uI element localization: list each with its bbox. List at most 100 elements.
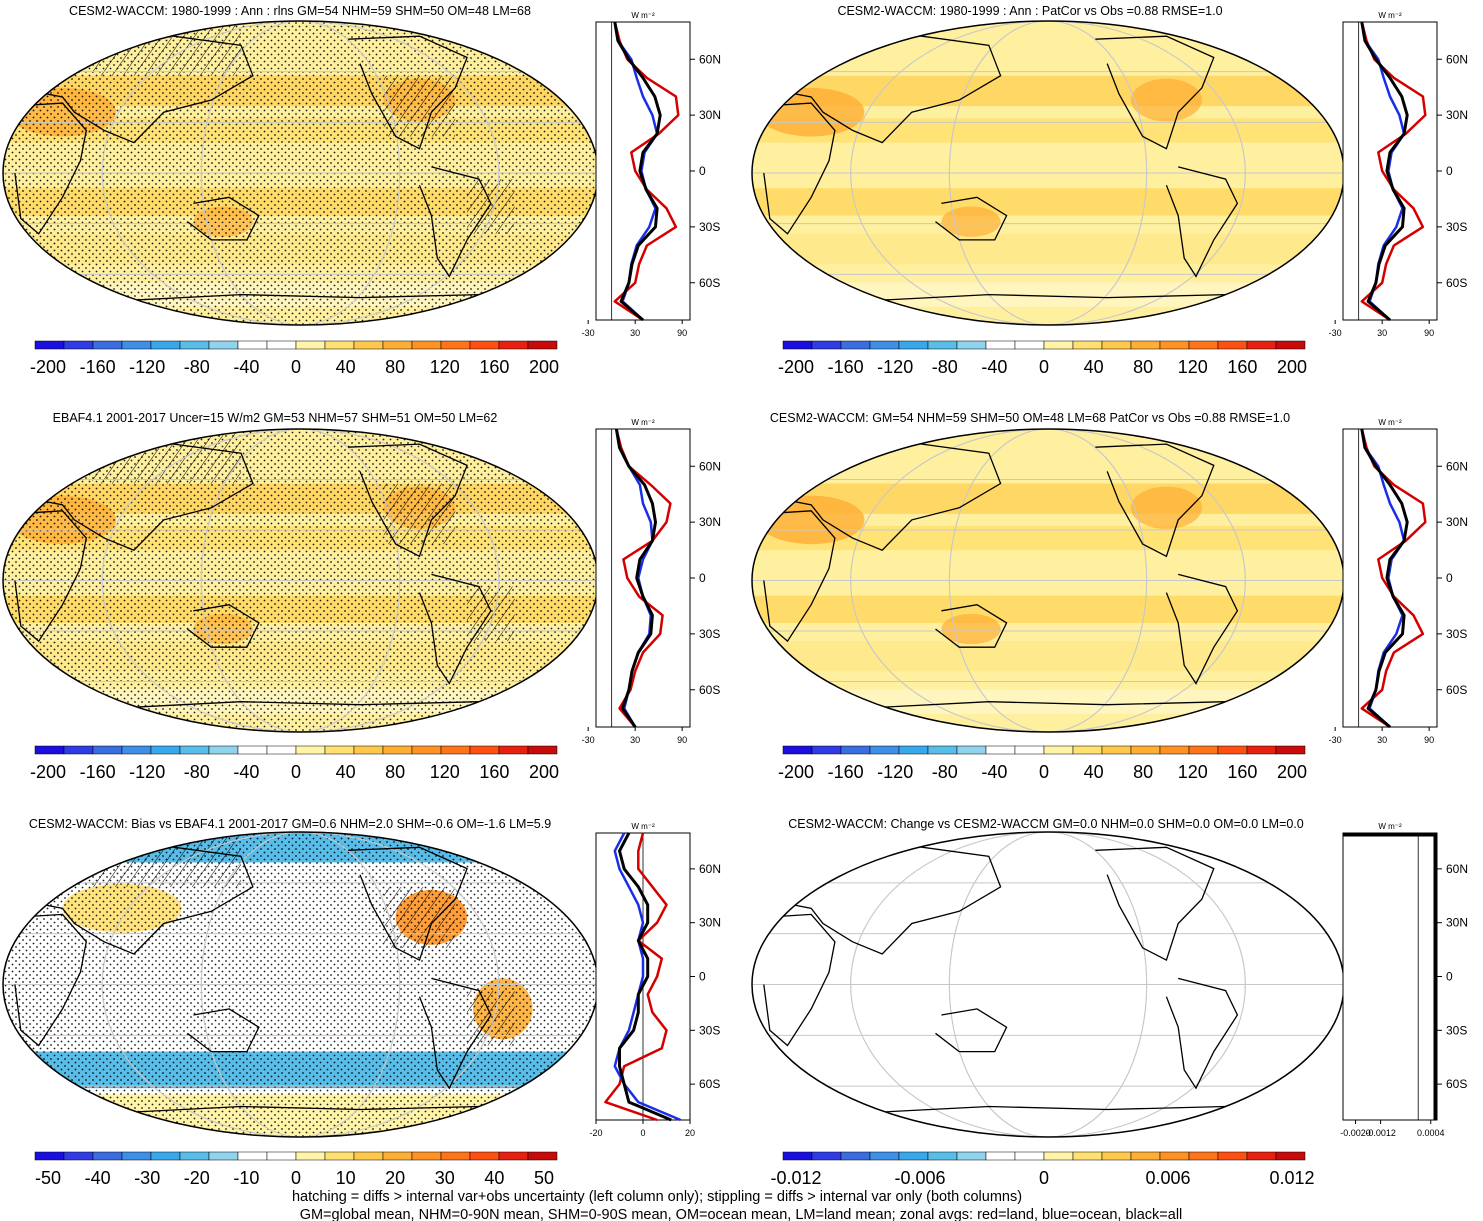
map-field bbox=[3, 429, 598, 732]
colorbar-swatch bbox=[92, 745, 123, 755]
panel-title: CESM2-WACCM: Change vs CESM2-WACCM GM=0.… bbox=[788, 817, 1304, 831]
profile-lat-label: 60S bbox=[699, 276, 720, 290]
profile-lat-label: 60N bbox=[1446, 459, 1468, 473]
eurasia-outline bbox=[14, 32, 254, 144]
colorbar-tick-label: 40 bbox=[484, 1168, 504, 1188]
graticule-meridian bbox=[948, 832, 1148, 1137]
colorbar-swatch bbox=[1217, 1151, 1248, 1161]
hatching-overlay bbox=[383, 483, 456, 545]
colorbar-tick-label: 20 bbox=[385, 1168, 405, 1188]
colorbar-swatch bbox=[1246, 1151, 1277, 1161]
north-america-outline bbox=[1095, 35, 1215, 150]
panel-title: CESM2-WACCM: 1980-1999 : Ann : rlns GM=5… bbox=[69, 4, 531, 18]
colorbar-tick-label: 40 bbox=[1084, 762, 1104, 782]
profile-lat-label: 0 bbox=[699, 970, 706, 984]
colorbar-swatch bbox=[1072, 1151, 1103, 1161]
colorbar-swatch bbox=[440, 1151, 471, 1161]
colorbar-swatch bbox=[324, 745, 355, 755]
colorbar-swatch bbox=[382, 1151, 413, 1161]
south-america-outline bbox=[418, 166, 492, 278]
colorbar-swatch bbox=[237, 1151, 268, 1161]
colorbar-tick-label: 40 bbox=[336, 357, 356, 377]
colorbar-swatch bbox=[1043, 745, 1074, 755]
colorbar-tick-label: 160 bbox=[1227, 357, 1257, 377]
profile-all-line bbox=[1360, 21, 1409, 322]
colorbar: -50 -40 -30 -20 -10 0 10 20 30 40 50 bbox=[34, 1151, 558, 1188]
colorbar-swatch bbox=[1275, 745, 1306, 755]
zonal-profile: W m⁻² 60N 30N 0 30S 60S -30 30 90 bbox=[582, 418, 721, 745]
profile-x-label: -20 bbox=[589, 1128, 602, 1138]
colorbar-swatch bbox=[295, 340, 326, 350]
australia-outline bbox=[935, 604, 1008, 648]
colorbar-swatch bbox=[121, 340, 152, 350]
profile-lat-label: 60N bbox=[1446, 862, 1468, 876]
colorbar-swatch bbox=[1217, 745, 1248, 755]
panels-layer: CESM2-WACCM: 1980-1999 : Ann : rlns GM=5… bbox=[2, 4, 1468, 1188]
africa-outline bbox=[14, 102, 87, 235]
profile-lat-label: 30S bbox=[699, 627, 720, 641]
australia-outline bbox=[187, 604, 260, 648]
colorbar-swatch bbox=[1043, 1151, 1074, 1161]
colorbar-swatch bbox=[956, 745, 987, 755]
graticule-meridian bbox=[850, 429, 1246, 732]
colorbar-swatch bbox=[353, 745, 384, 755]
profile-frame bbox=[1342, 428, 1438, 728]
field-hotspot bbox=[757, 495, 865, 545]
profile-frame bbox=[595, 428, 691, 728]
colorbar-swatch bbox=[1246, 745, 1277, 755]
profile-land-line bbox=[1360, 428, 1427, 729]
colorbar: -0.012 -0.006 0 0.006 0.012 bbox=[770, 1151, 1315, 1188]
colorbar-swatch bbox=[498, 340, 529, 350]
profile-lat-label: 60N bbox=[699, 52, 721, 66]
colorbar: -200 -160 -120 -80 -40 0 40 80 120 160 200 bbox=[778, 745, 1307, 782]
colorbar-swatch bbox=[782, 340, 813, 350]
colorbar-tick-label: -120 bbox=[129, 762, 165, 782]
colorbar-swatch bbox=[179, 1151, 210, 1161]
profile-lat-label: 30S bbox=[1446, 220, 1467, 234]
map-field bbox=[752, 832, 1344, 1137]
panel-title: CESM2-WACCM: Bias vs EBAF4.1 2001-2017 G… bbox=[29, 817, 551, 831]
profile-lat-label: 30N bbox=[1446, 108, 1468, 122]
colorbar-swatch bbox=[498, 1151, 529, 1161]
profile-lat-label: 0 bbox=[1446, 970, 1453, 984]
profile-frame bbox=[1342, 21, 1438, 321]
colorbar-tick-label: 120 bbox=[1178, 357, 1208, 377]
eurasia-outline bbox=[14, 843, 254, 955]
north-america-outline bbox=[348, 846, 468, 962]
colorbar-tick-label: -40 bbox=[233, 762, 259, 782]
colorbar-swatch bbox=[63, 340, 94, 350]
north-america-outline bbox=[1095, 846, 1215, 962]
zonal-profile: W m⁻² 60N 30N 0 30S 60S -30 30 90 bbox=[1329, 11, 1468, 338]
colorbar-tick-label: -30 bbox=[134, 1168, 160, 1188]
graticule-meridian bbox=[850, 21, 1246, 325]
eurasia-outline bbox=[14, 440, 254, 551]
profile-x-label: -0.0020 bbox=[1340, 1128, 1371, 1138]
hatching-overlay bbox=[383, 886, 456, 948]
australia-outline bbox=[935, 196, 1008, 241]
colorbar-swatch bbox=[527, 1151, 558, 1161]
colorbar-swatch bbox=[1275, 1151, 1306, 1161]
footer-line-2: GM=global mean, NHM=0-90N mean, SHM=0-90… bbox=[300, 1207, 1183, 1221]
eurasia-outline bbox=[763, 843, 1002, 955]
colorbar-tick-label: -80 bbox=[932, 357, 958, 377]
colorbar-swatch bbox=[34, 340, 65, 350]
colorbar-swatch bbox=[92, 1151, 123, 1161]
colorbar-swatch bbox=[1014, 745, 1045, 755]
colorbar-swatch bbox=[63, 1151, 94, 1161]
colorbar-swatch bbox=[324, 340, 355, 350]
colorbar-swatch bbox=[869, 1151, 900, 1161]
colorbar-tick-label: 0 bbox=[1039, 1168, 1049, 1188]
profile-x-label: -30 bbox=[1329, 328, 1342, 338]
hatching-overlay bbox=[383, 75, 456, 137]
north-america-outline bbox=[348, 443, 468, 558]
colorbar-swatch bbox=[811, 745, 842, 755]
colorbar-swatch bbox=[898, 745, 929, 755]
colorbar-swatch bbox=[150, 745, 181, 755]
colorbar-swatch bbox=[1159, 1151, 1190, 1161]
colorbar-swatch bbox=[1188, 1151, 1219, 1161]
hatching-overlay bbox=[92, 832, 241, 887]
colorbar-tick-label: 200 bbox=[529, 357, 559, 377]
colorbar-swatch bbox=[840, 745, 871, 755]
colorbar-tick-label: 160 bbox=[479, 357, 509, 377]
